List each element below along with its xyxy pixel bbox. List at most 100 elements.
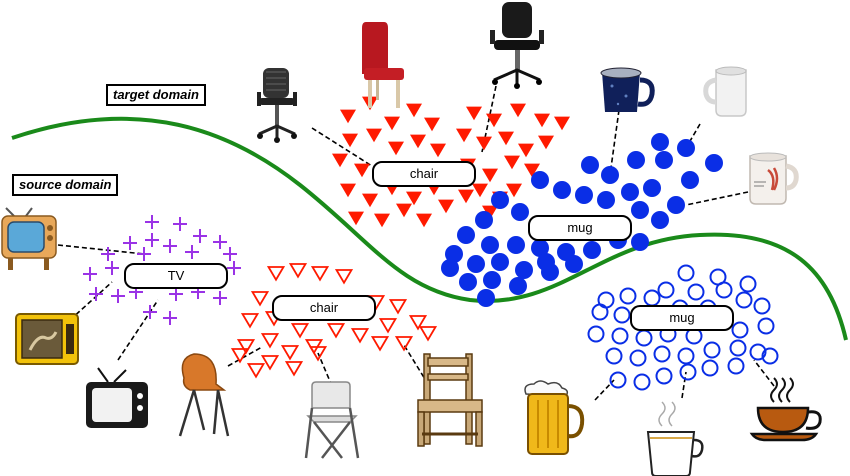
target-chair-marker — [354, 163, 370, 178]
source-mug-marker — [643, 289, 661, 307]
source-tv-marker — [213, 291, 227, 305]
source-mug-marker — [653, 345, 671, 363]
leader-line — [317, 352, 333, 387]
source-mug-marker — [727, 357, 745, 375]
leader-line — [594, 379, 615, 401]
black-tv-icon — [86, 367, 148, 428]
leader-line — [57, 244, 145, 255]
source-tv-marker — [83, 267, 97, 281]
source-chair-marker — [326, 323, 346, 339]
source-tv-marker — [89, 287, 103, 301]
source-mug-marker — [715, 281, 733, 299]
source-tv-marker — [163, 239, 177, 253]
source-chair-marker — [230, 348, 250, 364]
orange-shell-chair-icon — [178, 353, 230, 437]
target-mug-marker — [621, 183, 639, 201]
target-chair-marker — [534, 113, 550, 128]
source-mug-marker — [761, 347, 779, 365]
target-mug-marker — [681, 171, 699, 189]
target-mug-marker — [537, 253, 555, 271]
source-tv-marker — [111, 289, 125, 303]
source-tv-marker — [101, 247, 115, 261]
target-mug-marker — [481, 236, 499, 254]
target-chair-marker — [416, 213, 432, 228]
target-chair-marker — [348, 211, 364, 226]
leader-line — [117, 299, 159, 361]
leader-line — [753, 359, 775, 387]
target-chair-marker — [340, 183, 356, 198]
leader-line — [685, 123, 701, 149]
wooden-chair-icon — [417, 353, 483, 447]
target-chair-marker — [498, 131, 514, 146]
source-chair-marker — [308, 346, 328, 362]
target-mug-marker — [651, 133, 669, 151]
source-chair-marker — [250, 291, 270, 307]
source-mug-marker — [609, 371, 627, 389]
target-chair-marker — [340, 109, 356, 124]
target-mug-marker — [457, 226, 475, 244]
source-mug-marker — [619, 287, 637, 305]
target-chair-marker — [332, 153, 348, 168]
target-chair-marker — [406, 191, 422, 206]
source-tv-marker — [227, 261, 241, 275]
target-mug-marker — [553, 181, 571, 199]
leader-lines — [57, 85, 775, 401]
source-mug-marker — [611, 327, 629, 345]
source-tv-marker — [169, 287, 183, 301]
target-mug-marker — [565, 255, 583, 273]
blue-enamel-mug-icon — [600, 67, 655, 112]
domain-boundary-curve — [11, 116, 848, 341]
target-mug-marker — [677, 139, 695, 157]
source-chair-marker — [236, 339, 256, 355]
leader-line — [609, 109, 620, 176]
target-chair-marker — [384, 116, 400, 131]
white-mug-icon — [703, 66, 747, 117]
target-mug-marker — [531, 239, 549, 257]
target-mug-marker — [597, 191, 615, 209]
target-chair-marker — [504, 155, 520, 170]
yellow-tv-icon — [15, 313, 79, 365]
leader-line — [681, 371, 687, 399]
target-chair-marker — [342, 133, 358, 148]
tea-cup-icon — [749, 377, 822, 442]
target-chair-marker — [424, 117, 440, 132]
source-chair-marker — [266, 266, 286, 282]
office-chair-black-icon — [490, 2, 544, 89]
target-mug-marker — [655, 151, 673, 169]
source-chair-marker — [240, 313, 260, 329]
source-mug-marker — [655, 367, 673, 385]
target-chair-marker — [388, 141, 404, 156]
target-chair-marker — [396, 203, 412, 218]
target-mug-marker — [643, 179, 661, 197]
target-chair-marker — [374, 213, 390, 228]
target-mug-marker — [583, 241, 601, 259]
target-mug-marker — [631, 233, 649, 251]
source-mug-marker — [591, 303, 609, 321]
target-mug-marker — [667, 196, 685, 214]
target-mug-marker — [509, 277, 527, 295]
red-dining-chair-icon — [362, 22, 404, 108]
target-chair-marker — [456, 128, 472, 143]
folding-chair-icon — [304, 381, 360, 459]
source-tv-marker — [145, 215, 159, 229]
source-tv-marker — [145, 233, 159, 247]
source-tv-marker — [213, 235, 227, 249]
target-mug-marker — [477, 289, 495, 307]
source-mug-marker — [677, 264, 695, 282]
target-chair-marker — [472, 183, 488, 198]
target-chair-marker — [458, 189, 474, 204]
source-mug-marker — [613, 306, 631, 324]
target-mug-marker — [491, 191, 509, 209]
source-tv-marker — [143, 305, 157, 319]
source-chair-marker — [418, 326, 438, 342]
target-chair-marker — [482, 205, 498, 220]
target-mug-marker — [627, 151, 645, 169]
target-mug-marker — [491, 253, 509, 271]
target-mug-marker — [467, 255, 485, 273]
leader-line — [227, 346, 263, 367]
target-chair-marker — [466, 106, 482, 121]
source-chair-marker — [408, 315, 428, 331]
target-domain-label: target domain — [106, 84, 206, 106]
printed-mug-icon — [749, 152, 799, 205]
